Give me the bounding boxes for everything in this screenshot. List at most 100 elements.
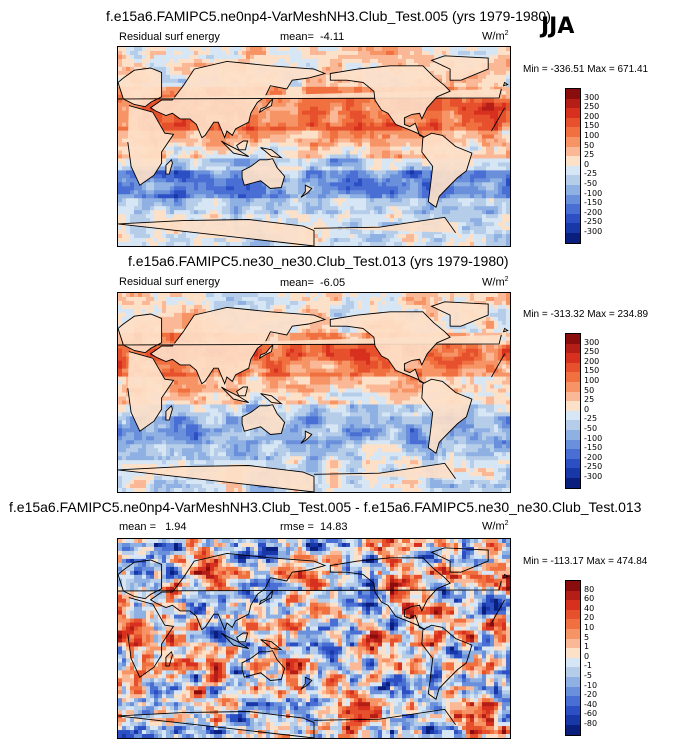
panel1-field-cell (362, 146, 367, 151)
panel1-field-cell (218, 126, 223, 131)
panel1-field-cell (322, 154, 327, 159)
panel1-field-cell (474, 226, 479, 231)
panel1-field-cell (126, 190, 131, 195)
panel1-field-cell (326, 86, 331, 92)
panel1-field-cell (178, 190, 183, 195)
panel1-field-cell (270, 242, 275, 246)
panel1-field-cell (350, 122, 355, 127)
panel1-field-cell (322, 146, 327, 151)
panel1-field-cell (222, 178, 227, 183)
panel1-field-cell (118, 226, 123, 231)
panel1-field-cell (358, 54, 363, 60)
panel1-field-cell (294, 118, 299, 124)
panel1-field-cell (310, 62, 315, 68)
panel1-field-cell (306, 178, 311, 183)
panel1-field-cell (170, 242, 175, 246)
panel1-coastline-namerica (329, 65, 451, 139)
panel1-field-cell (498, 230, 503, 235)
panel1-field-cell (334, 174, 339, 179)
panel1-field-cell (398, 142, 403, 147)
panel1-field-cell (130, 174, 135, 179)
panel1-colorbar-tick-label: 150 (584, 121, 600, 131)
panel1-field-cell (202, 150, 207, 155)
panel1-field-cell (502, 182, 507, 187)
panel1-field-cell (470, 150, 475, 155)
panel1-field-cell (474, 182, 479, 187)
panel1-field-cell (162, 126, 167, 131)
panel1-field-cell (330, 142, 335, 147)
panel1-field-cell (474, 150, 479, 155)
panel1-field-cell (250, 186, 255, 191)
panel1-field-cell (122, 170, 127, 175)
panel1-field-cell (322, 182, 327, 187)
panel1-field-cell (154, 230, 159, 235)
panel1-field-cell (362, 218, 367, 223)
panel1-field-cell (370, 138, 375, 143)
panel1-field-cell (254, 202, 259, 207)
panel1-field-cell (130, 170, 135, 175)
panel1-field-cell (218, 214, 223, 219)
panel1-field-cell (422, 174, 427, 179)
panel1-field-cell (118, 142, 123, 147)
panel1-field-cell (442, 114, 447, 120)
panel1-field-cell (386, 138, 391, 143)
panel1-field-cell (450, 47, 455, 52)
panel1-field-cell (282, 242, 287, 246)
panel1-field-cell (194, 54, 199, 60)
panel1-field-cell (350, 182, 355, 187)
panel1-field-cell (422, 47, 427, 52)
panel1-field-cell (354, 146, 359, 151)
panel1-field-cell (306, 146, 311, 151)
panel1-field-cell (210, 146, 215, 151)
panel1-field-cell (406, 134, 411, 139)
panel1-field-cell (202, 47, 207, 52)
panel1-field-cell (342, 214, 347, 219)
panel1-field-cell (314, 118, 319, 124)
panel1-field-cell (126, 234, 131, 239)
panel1-field-cell (486, 86, 491, 92)
panel1-field-cell (182, 150, 187, 155)
panel1-field-cell (338, 102, 343, 108)
panel1-field-cell (306, 218, 311, 223)
panel1-field-cell (174, 50, 179, 56)
panel1-colorbar-swatch (566, 108, 580, 119)
panel1-field-cell (498, 126, 503, 131)
panel1-field-cell (198, 214, 203, 219)
panel1-field-cell (438, 78, 443, 84)
panel1-field-cell (338, 174, 343, 179)
panel1-field-cell (498, 190, 503, 195)
panel1-field-cell (478, 194, 483, 199)
panel1-field-cell (490, 198, 495, 203)
panel1-field-cell (318, 50, 323, 56)
panel1-field-cell (246, 158, 251, 163)
panel1-field-cell (418, 118, 423, 124)
panel1-field-cell (258, 98, 263, 104)
panel1-field-cell (138, 62, 143, 68)
panel1-field-cell (234, 158, 239, 163)
panel1-field-cell (490, 122, 495, 127)
panel1-field-cell (414, 186, 419, 191)
panel1-field-cell (298, 222, 303, 227)
panel1-field-cell (214, 146, 219, 151)
panel1-field-cell (254, 130, 259, 135)
panel1-field-cell (442, 74, 447, 80)
panel1-field-cell (162, 158, 167, 163)
panel1-field-cell (338, 234, 343, 239)
panel1-field-cell (354, 158, 359, 163)
panel1-field-cell (490, 114, 495, 120)
panel1-field-cell (478, 198, 483, 203)
panel1-field-cell (466, 182, 471, 187)
panel1-field-cell (454, 50, 459, 56)
panel1-field-cell (162, 230, 167, 235)
panel1-field-cell (158, 66, 163, 72)
panel1-field-cell (502, 114, 507, 120)
panel1-field-cell (162, 54, 167, 60)
panel1-field-cell (218, 202, 223, 207)
panel1-field-cell (346, 114, 351, 120)
panel1-field-cell (358, 150, 363, 155)
panel1-field-cell (286, 242, 291, 246)
panel1-field-cell (498, 86, 503, 92)
panel1-field-cell (126, 226, 131, 231)
panel1-field-cell (194, 174, 199, 179)
panel1-field-cell (334, 214, 339, 219)
